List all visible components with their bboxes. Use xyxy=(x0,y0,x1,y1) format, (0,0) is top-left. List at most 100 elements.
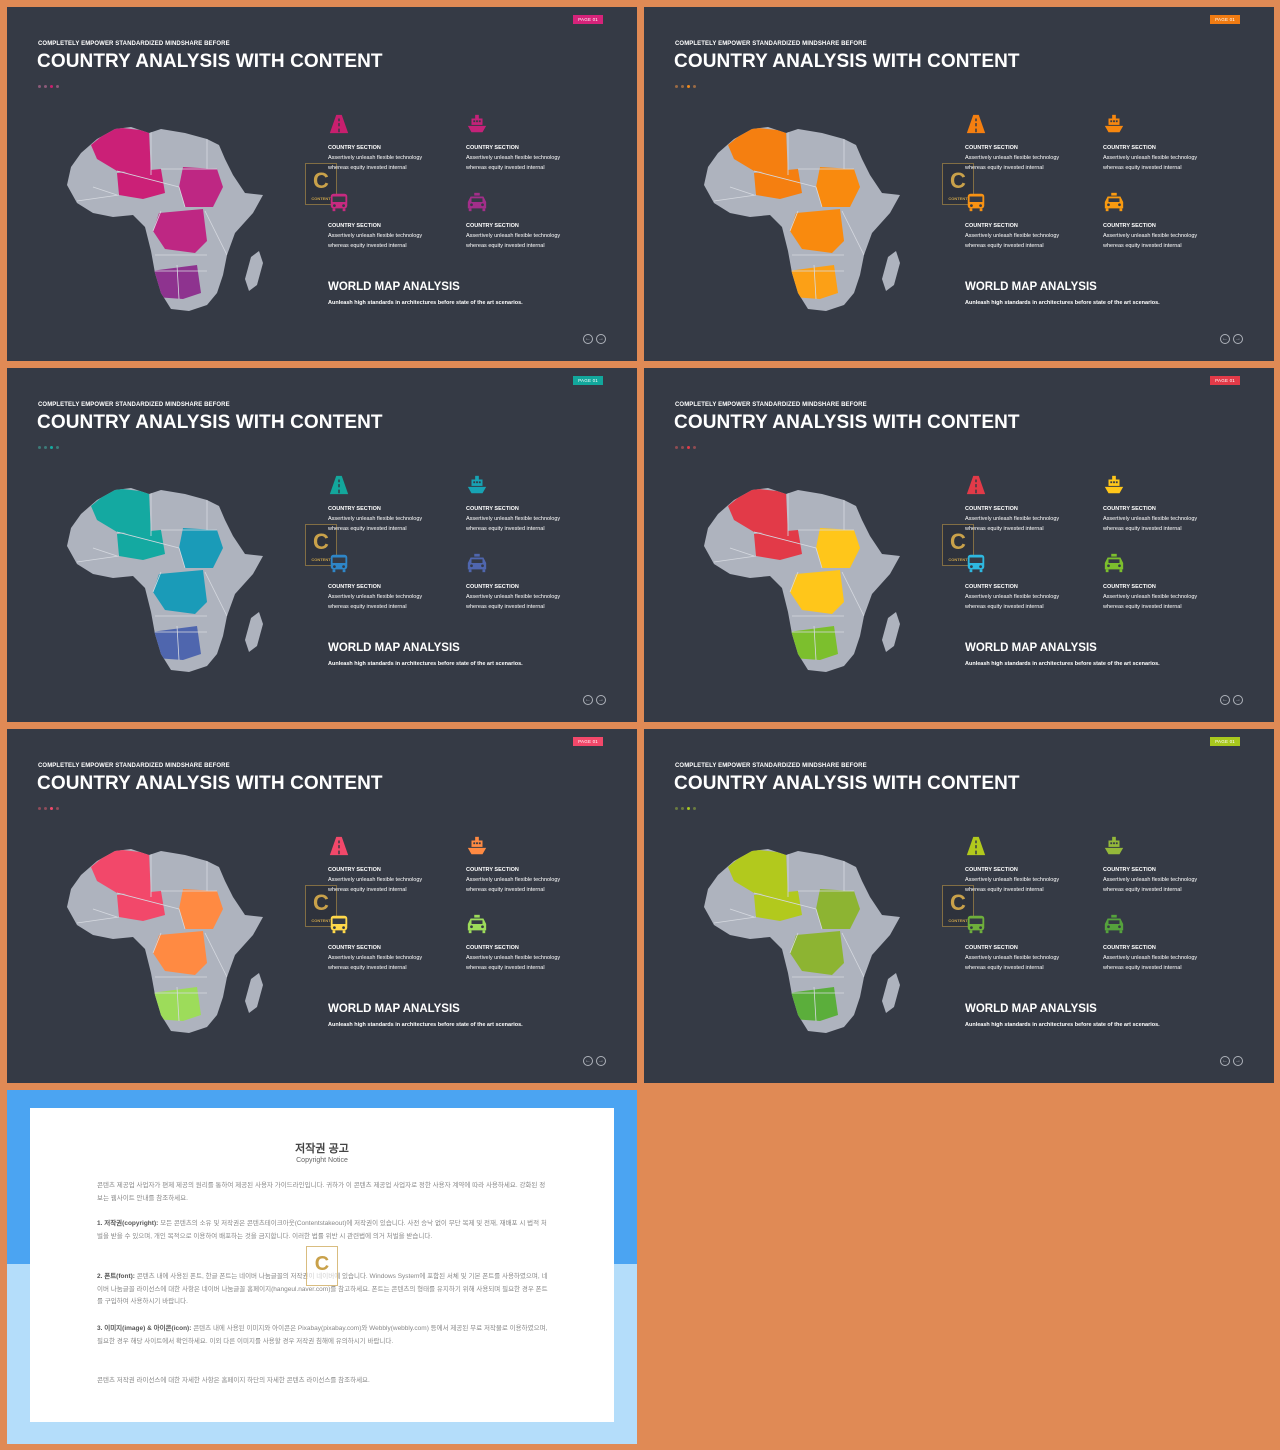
next-arrow-icon[interactable]: → xyxy=(596,1056,606,1066)
slide-nav: ← → xyxy=(1220,1056,1243,1066)
feature-line-1: Assertively unleash flexible technology xyxy=(965,155,1060,161)
watermark-label: CONTENT xyxy=(311,918,331,923)
feature-1: COUNTRY SECTION Assertively unleash flex… xyxy=(965,113,1100,173)
feature-heading: COUNTRY SECTION xyxy=(466,506,519,512)
slide-5: PAGE 01 COMPLETELY EMPOWER STANDARDIZED M… xyxy=(7,729,637,1083)
dot-3 xyxy=(50,807,53,810)
ship-icon xyxy=(466,474,601,496)
feature-1: COUNTRY SECTION Assertively unleash flex… xyxy=(965,474,1100,534)
ship-icon xyxy=(1103,113,1238,135)
feature-heading: COUNTRY SECTION xyxy=(1103,145,1156,151)
feature-text: Assertively unleash flexible technology w… xyxy=(328,875,463,895)
feature-line-1: Assertively unleash flexible technology xyxy=(328,155,423,161)
feature-line-1: Assertively unleash flexible technology xyxy=(1103,155,1198,161)
bus-icon xyxy=(965,913,1100,935)
feature-line-1: Assertively unleash flexible technology xyxy=(1103,877,1198,883)
region-northwest xyxy=(91,849,151,897)
feature-line-1: Assertively unleash flexible technology xyxy=(328,594,423,600)
watermark-logo: C CONTENT xyxy=(942,524,974,566)
prev-arrow-icon[interactable]: ← xyxy=(1220,334,1230,344)
feature-line-1: Assertively unleash flexible technology xyxy=(466,516,561,522)
next-arrow-icon[interactable]: → xyxy=(1233,1056,1243,1066)
bus-icon xyxy=(328,913,463,935)
region-northwest xyxy=(728,127,788,175)
feature-text: Assertively unleash flexible technology w… xyxy=(965,592,1100,612)
next-arrow-icon[interactable]: → xyxy=(1233,334,1243,344)
feature-line-2: whereas equity invested internal xyxy=(328,604,407,610)
dot-1 xyxy=(38,85,41,88)
map-subtitle: Aunleash high standards in architectures… xyxy=(328,1022,523,1028)
dot-1 xyxy=(675,85,678,88)
prev-arrow-icon[interactable]: ← xyxy=(583,334,593,344)
feature-line-2: whereas equity invested internal xyxy=(1103,965,1182,971)
feature-heading: COUNTRY SECTION xyxy=(965,867,1018,873)
dot-4 xyxy=(693,807,696,810)
feature-line-1: Assertively unleash flexible technology xyxy=(328,233,423,239)
feature-text: Assertively unleash flexible technology w… xyxy=(1103,953,1238,973)
next-arrow-icon[interactable]: → xyxy=(596,334,606,344)
feature-heading: COUNTRY SECTION xyxy=(965,223,1018,229)
slide-subtitle: COMPLETELY EMPOWER STANDARDIZED MINDSHAR… xyxy=(38,41,230,47)
prev-arrow-icon[interactable]: ← xyxy=(1220,695,1230,705)
watermark-label: CONTENT xyxy=(311,196,331,201)
copyright-outro: 콘텐츠 저작권 라이선스에 대한 자세한 사항은 홈페이지 하단의 자세한 콘텐… xyxy=(97,1377,370,1384)
feature-4: COUNTRY SECTION Assertively unleash flex… xyxy=(1103,191,1238,251)
feature-line-2: whereas equity invested internal xyxy=(466,165,545,171)
feature-text: Assertively unleash flexible technology w… xyxy=(965,875,1100,895)
madagascar xyxy=(882,612,900,652)
next-arrow-icon[interactable]: → xyxy=(1233,695,1243,705)
dot-4 xyxy=(56,446,59,449)
region-northwest xyxy=(728,488,788,536)
africa-map xyxy=(67,849,263,1033)
region-south xyxy=(151,265,201,299)
feature-text: Assertively unleash flexible technology w… xyxy=(965,953,1100,973)
next-arrow-icon[interactable]: → xyxy=(596,695,606,705)
ship-icon xyxy=(1103,835,1238,857)
feature-4: COUNTRY SECTION Assertively unleash flex… xyxy=(466,913,601,973)
feature-line-2: whereas equity invested internal xyxy=(965,165,1044,171)
feature-heading: COUNTRY SECTION xyxy=(466,584,519,590)
feature-3: COUNTRY SECTION Assertively unleash flex… xyxy=(965,913,1100,973)
page-tag: PAGE 01 xyxy=(1210,737,1240,746)
region-south xyxy=(788,265,838,299)
feature-2: COUNTRY SECTION Assertively unleash flex… xyxy=(1103,474,1238,534)
slide-subtitle: COMPLETELY EMPOWER STANDARDIZED MINDSHAR… xyxy=(38,402,230,408)
feature-line-1: Assertively unleash flexible technology xyxy=(1103,516,1198,522)
map-title: WORLD MAP ANALYSIS xyxy=(965,642,1097,654)
page-tag: PAGE 01 xyxy=(1210,376,1240,385)
region-central xyxy=(153,209,207,253)
feature-heading: COUNTRY SECTION xyxy=(328,145,381,151)
ship-icon xyxy=(466,113,601,135)
dot-2 xyxy=(44,807,47,810)
watermark-letter: C xyxy=(313,890,329,915)
taxi-icon xyxy=(466,913,601,935)
prev-arrow-icon[interactable]: ← xyxy=(583,1056,593,1066)
prev-arrow-icon[interactable]: ← xyxy=(583,695,593,705)
feature-heading: COUNTRY SECTION xyxy=(965,584,1018,590)
map-title: WORLD MAP ANALYSIS xyxy=(965,281,1097,293)
region-northeast xyxy=(816,889,860,929)
region-west-central xyxy=(117,169,165,199)
feature-1: COUNTRY SECTION Assertively unleash flex… xyxy=(328,474,463,534)
dot-3 xyxy=(50,85,53,88)
dot-3 xyxy=(687,446,690,449)
feature-text: Assertively unleash flexible technology w… xyxy=(466,514,601,534)
feature-text: Assertively unleash flexible technology w… xyxy=(965,514,1100,534)
africa-map xyxy=(67,127,263,311)
dot-2 xyxy=(681,446,684,449)
prev-arrow-icon[interactable]: ← xyxy=(1220,1056,1230,1066)
taxi-icon xyxy=(1103,191,1238,213)
dot-2 xyxy=(44,85,47,88)
feature-1: COUNTRY SECTION Assertively unleash flex… xyxy=(328,113,463,173)
feature-text: Assertively unleash flexible technology w… xyxy=(1103,231,1238,251)
feature-heading: COUNTRY SECTION xyxy=(965,506,1018,512)
copyright-label-2: 2. 폰트(font): xyxy=(97,1273,135,1280)
page-tag: PAGE 01 xyxy=(573,15,603,24)
road-icon xyxy=(965,835,1100,857)
slide-3: PAGE 01 COMPLETELY EMPOWER STANDARDIZED M… xyxy=(7,368,637,722)
region-south xyxy=(788,987,838,1021)
copyright-title: 저작권 공고 xyxy=(295,1143,349,1155)
region-central xyxy=(153,570,207,614)
feature-2: COUNTRY SECTION Assertively unleash flex… xyxy=(466,835,601,895)
feature-text: Assertively unleash flexible technology w… xyxy=(328,592,463,612)
